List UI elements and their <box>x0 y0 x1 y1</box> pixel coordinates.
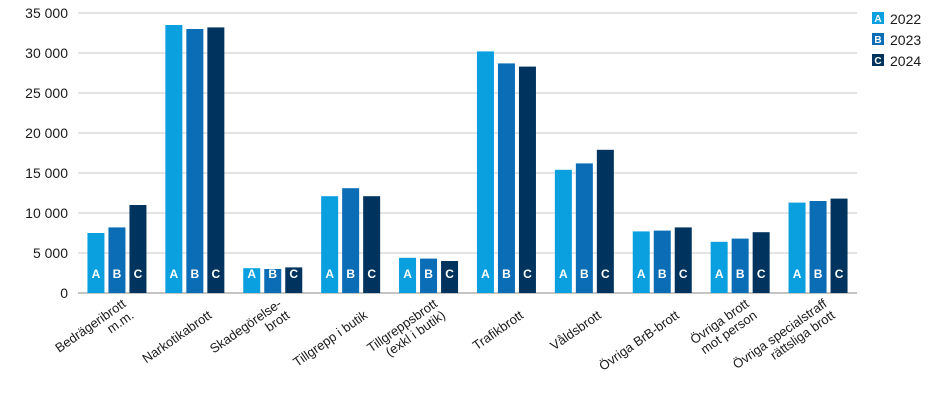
bar-series-letter: A <box>559 267 568 281</box>
bar-2024 <box>363 196 381 293</box>
bar-series-letter: C <box>367 267 376 281</box>
bar-2024 <box>596 149 614 293</box>
bar-2022 <box>788 202 806 293</box>
x-category-label-line: Övriga BrB-brott <box>596 307 682 373</box>
legend-swatch <box>872 33 884 45</box>
legend-swatch <box>872 54 884 66</box>
x-category-label-line: Narkotikabrott <box>139 307 214 366</box>
bar-series-letter: B <box>424 267 433 281</box>
bar-2023 <box>653 230 671 293</box>
x-category-label-line: Våldsbrott <box>547 307 604 353</box>
bar-2024 <box>129 205 147 293</box>
bar-series-letter: B <box>814 267 823 281</box>
y-tick-label: 30 000 <box>25 45 68 61</box>
x-category-label-line: Trafikbrott <box>470 307 526 353</box>
legend-item: C 2024 <box>872 53 921 69</box>
y-tick-label: 5 000 <box>33 245 68 261</box>
x-category-label: Tillgrepp i butik <box>290 307 370 369</box>
legend-letter: B <box>874 35 881 46</box>
bar-2024 <box>285 267 303 293</box>
bar-series-letter: B <box>191 267 200 281</box>
bar-2022 <box>399 257 417 293</box>
x-category-label: Narkotikabrott <box>139 307 214 366</box>
bar-series-letter: A <box>403 267 412 281</box>
y-tick-label: 20 000 <box>25 125 68 141</box>
bar-2023 <box>420 258 438 293</box>
bar-2024 <box>518 66 536 293</box>
bar-series-letter: C <box>445 267 454 281</box>
bar-series-letter: B <box>113 267 122 281</box>
bar-2022 <box>87 233 105 293</box>
bar-series-letter: C <box>679 267 688 281</box>
bar-2022 <box>554 169 572 293</box>
y-tick-label: 10 000 <box>25 205 68 221</box>
bar-series-letter: B <box>346 267 355 281</box>
bar-series-letter: C <box>212 267 221 281</box>
legend-label: 2023 <box>890 32 921 48</box>
bar-series-letter: A <box>793 267 802 281</box>
bar-2022 <box>165 25 183 293</box>
bar-2023 <box>731 238 749 293</box>
bar-2024 <box>441 261 459 293</box>
legend-label: 2024 <box>890 53 921 69</box>
bar-2022 <box>710 241 728 293</box>
bar-2024 <box>207 27 225 294</box>
x-category-label: Övriga BrB-brott <box>596 307 682 373</box>
bar-series-letter: C <box>523 267 532 281</box>
x-category-label: Tillgreppsbrott(exkl i butik) <box>364 296 448 360</box>
bar-2023 <box>186 29 204 293</box>
bar-2023 <box>497 63 515 294</box>
bar-2022 <box>632 231 650 293</box>
bar-series-letter: C <box>134 267 143 281</box>
legend-swatch <box>872 12 884 24</box>
bar-series-letter: B <box>658 267 667 281</box>
bar-series-letter: A <box>92 267 101 281</box>
x-category-label: Trafikbrott <box>470 307 526 353</box>
bar-2023 <box>342 188 360 293</box>
bar-series-letter: C <box>289 267 298 281</box>
bar-2024 <box>752 232 770 293</box>
bar-series-letter: A <box>481 267 490 281</box>
legend: A 2022 B 2023 C 2024 <box>872 11 921 69</box>
bar-2023 <box>264 269 282 293</box>
x-category-label: Våldsbrott <box>547 307 604 353</box>
bar-series-letter: C <box>601 267 610 281</box>
bar-2024 <box>674 227 692 293</box>
y-tick-label: 15 000 <box>25 165 68 181</box>
legend-item: A 2022 <box>872 11 921 27</box>
y-tick-label: 35 000 <box>25 5 68 21</box>
y-axis-ticks: 0 5 000 10 000 15 000 20 000 25 000 30 000 35 0… <box>25 5 68 301</box>
bar-series-letter: B <box>502 267 511 281</box>
bar-series-letter: B <box>736 267 745 281</box>
bar-2022 <box>321 196 339 293</box>
y-tick-label: 25 000 <box>25 85 68 101</box>
bar-2023 <box>108 227 126 293</box>
bar-series-letter: A <box>247 267 256 281</box>
legend-label: 2022 <box>890 11 921 27</box>
legend-letter: C <box>874 56 881 67</box>
bar-series-letter: A <box>325 267 334 281</box>
x-category-label: Skadegörelse-brott <box>207 296 293 356</box>
legend-item: B 2023 <box>872 32 921 48</box>
x-category-label-line: Tillgrepp i butik <box>290 307 370 369</box>
bar-series-letter: A <box>715 267 724 281</box>
bar-series-letter: B <box>580 267 589 281</box>
bar-series-letter: A <box>170 267 179 281</box>
bar-2022 <box>476 51 494 294</box>
legend-letter: A <box>874 14 881 25</box>
bar-2022 <box>243 268 261 293</box>
bar-series-letter: C <box>757 267 766 281</box>
bar-2023 <box>809 201 827 293</box>
bar-series-letter: C <box>835 267 844 281</box>
bar-2024 <box>830 198 848 293</box>
bar-series-letter: A <box>637 267 646 281</box>
bar-series-letter: B <box>268 267 277 281</box>
bar-2023 <box>575 163 593 293</box>
y-tick-label: 0 <box>60 285 68 301</box>
